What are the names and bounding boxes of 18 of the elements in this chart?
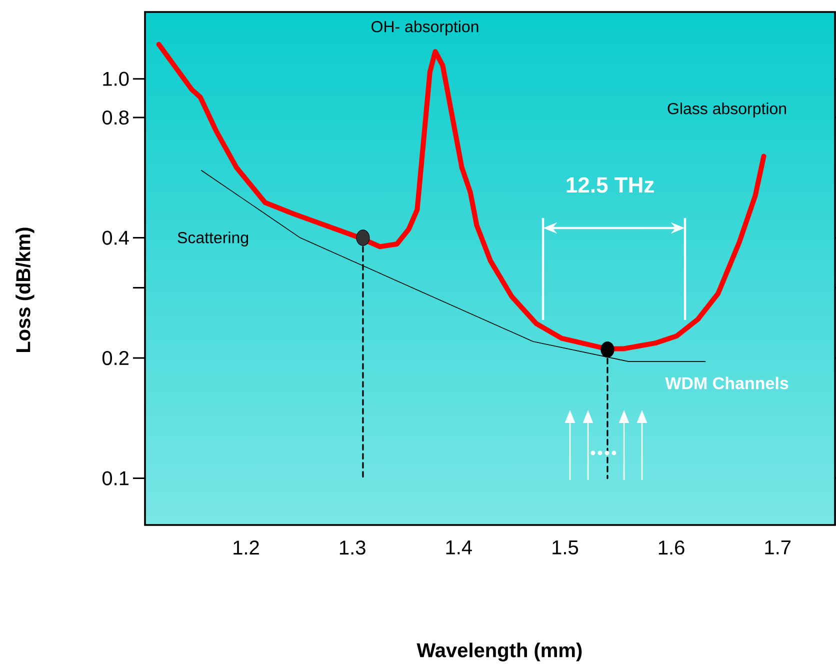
y-axis-title: Loss (dB/km) (16, 228, 34, 352)
x-tick-label: 1.3 (340, 540, 366, 555)
x-tick-label: 1.7 (765, 540, 791, 554)
series-label: Scattering (178, 232, 248, 246)
y-tick-label: 0.4 (102, 230, 129, 245)
y-tick-label: 0.2 (102, 350, 128, 366)
x-tick-label: 1.4 (446, 540, 472, 554)
x-tick-label: 1.5 (552, 540, 578, 554)
annotation: 12.5 THz (566, 177, 654, 193)
y-tick-label: 0.8 (102, 110, 129, 125)
annotation: WDM Channels (665, 376, 788, 390)
annotation: OH- absorption (372, 20, 478, 36)
x-tick-label: 1.6 (658, 540, 684, 555)
annotation: Glass absorption (668, 102, 786, 118)
x-axis-title: Wavelength (mm) (416, 642, 582, 662)
y-tick-label: 0.1 (102, 471, 128, 486)
y-tick-label: 1.0 (103, 72, 129, 86)
x-tick-label: 1.2 (234, 540, 259, 554)
